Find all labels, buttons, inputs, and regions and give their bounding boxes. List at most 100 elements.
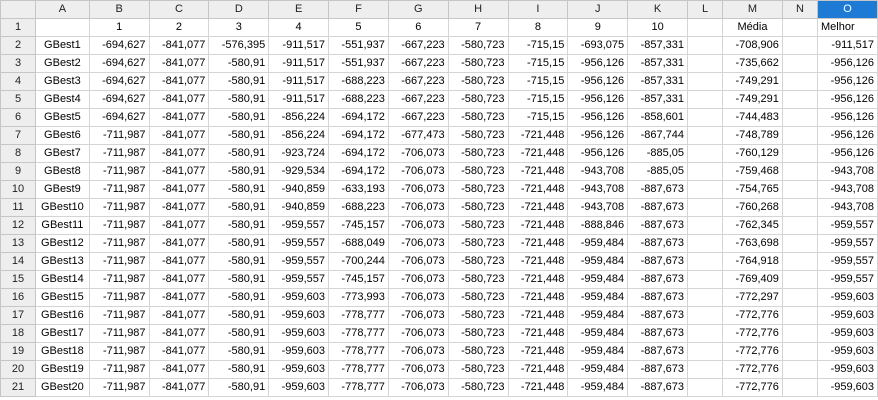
cell[interactable] <box>686 288 724 307</box>
value-cell[interactable]: -841,077 <box>148 108 210 127</box>
melhor-cell[interactable]: -959,557 <box>816 270 878 289</box>
value-cell[interactable]: -711,987 <box>88 252 150 271</box>
value-cell[interactable]: -694,172 <box>328 144 389 163</box>
value-cell[interactable]: -688,223 <box>328 198 389 217</box>
media-cell[interactable]: -769,409 <box>722 270 783 289</box>
value-cell[interactable]: -580,91 <box>208 54 270 73</box>
cell[interactable] <box>686 72 724 91</box>
value-cell[interactable]: -715,15 <box>507 36 569 55</box>
melhor-cell[interactable]: -956,126 <box>816 108 878 127</box>
cell[interactable] <box>781 216 818 235</box>
cell[interactable] <box>686 342 724 361</box>
value-cell[interactable]: -721,448 <box>507 378 569 397</box>
value-cell[interactable]: -711,987 <box>88 162 150 181</box>
gbest-label-cell[interactable]: GBest17 <box>35 324 90 343</box>
value-cell[interactable]: -856,224 <box>268 108 330 127</box>
value-cell[interactable]: -841,077 <box>148 144 210 163</box>
cell[interactable] <box>781 126 818 145</box>
melhor-cell[interactable]: -911,517 <box>816 36 878 55</box>
cell[interactable] <box>781 324 818 343</box>
value-cell[interactable]: -959,484 <box>567 270 629 289</box>
value-cell[interactable]: -959,484 <box>567 288 629 307</box>
value-cell[interactable]: -841,077 <box>148 36 210 55</box>
value-cell[interactable]: -721,448 <box>507 216 569 235</box>
value-cell[interactable]: -706,073 <box>387 324 449 343</box>
value-cell[interactable]: -580,723 <box>447 360 509 379</box>
value-cell[interactable]: -694,627 <box>88 72 150 91</box>
cell[interactable] <box>686 54 724 73</box>
column-header-k[interactable]: K <box>627 0 688 19</box>
value-cell[interactable]: -841,077 <box>148 234 210 253</box>
value-cell[interactable]: -715,15 <box>507 108 569 127</box>
column-header-e[interactable]: E <box>268 0 330 19</box>
value-cell[interactable]: -580,91 <box>208 288 270 307</box>
gbest-label-cell[interactable]: GBest5 <box>35 108 90 127</box>
column-header-b[interactable]: B <box>88 0 150 19</box>
media-cell[interactable]: -772,776 <box>722 342 783 361</box>
column-header-j[interactable]: J <box>567 0 629 19</box>
value-cell[interactable]: -959,484 <box>567 252 629 271</box>
value-cell[interactable]: -773,993 <box>328 288 389 307</box>
select-all-corner[interactable] <box>0 0 37 19</box>
value-cell[interactable]: -715,15 <box>507 54 569 73</box>
row-header[interactable]: 11 <box>0 198 37 217</box>
media-cell[interactable]: -772,776 <box>722 360 783 379</box>
value-cell[interactable]: -580,723 <box>447 378 509 397</box>
cell[interactable] <box>686 126 724 145</box>
value-cell[interactable]: -778,777 <box>328 342 389 361</box>
value-cell[interactable]: -923,724 <box>268 144 330 163</box>
value-cell[interactable]: -706,073 <box>387 180 449 199</box>
value-cell[interactable]: -943,708 <box>567 162 629 181</box>
value-cell[interactable]: -580,91 <box>208 360 270 379</box>
value-cell[interactable]: -721,448 <box>507 324 569 343</box>
value-cell[interactable]: -911,517 <box>268 36 330 55</box>
value-cell[interactable]: -841,077 <box>148 288 210 307</box>
value-cell[interactable]: -706,073 <box>387 306 449 325</box>
cell[interactable] <box>781 180 818 199</box>
value-cell[interactable]: -887,673 <box>627 342 688 361</box>
gbest-label-cell[interactable]: GBest1 <box>35 36 90 55</box>
value-cell[interactable]: -721,448 <box>507 288 569 307</box>
cell[interactable] <box>781 378 818 397</box>
value-cell[interactable]: -580,91 <box>208 180 270 199</box>
gbest-label-cell[interactable]: GBest3 <box>35 72 90 91</box>
value-cell[interactable]: -711,987 <box>88 144 150 163</box>
value-cell[interactable]: -887,673 <box>627 270 688 289</box>
value-cell[interactable]: -841,077 <box>148 270 210 289</box>
row-header[interactable]: 21 <box>0 378 37 397</box>
value-cell[interactable]: -706,073 <box>387 252 449 271</box>
value-cell[interactable]: -887,673 <box>627 378 688 397</box>
gbest-label-cell[interactable]: GBest18 <box>35 342 90 361</box>
melhor-cell[interactable]: -959,603 <box>816 360 878 379</box>
cell[interactable] <box>35 18 90 37</box>
value-cell[interactable]: -841,077 <box>148 54 210 73</box>
value-cell[interactable]: -887,673 <box>627 288 688 307</box>
value-cell[interactable]: -959,603 <box>268 288 330 307</box>
column-header-i[interactable]: I <box>507 0 569 19</box>
row-header[interactable]: 12 <box>0 216 37 235</box>
value-cell[interactable]: -959,484 <box>567 360 629 379</box>
melhor-cell[interactable]: -943,708 <box>816 162 878 181</box>
media-cell[interactable]: -759,468 <box>722 162 783 181</box>
value-cell[interactable]: -711,987 <box>88 270 150 289</box>
value-cell[interactable]: -580,91 <box>208 234 270 253</box>
value-cell[interactable]: -940,859 <box>268 180 330 199</box>
gbest-label-cell[interactable]: GBest11 <box>35 216 90 235</box>
value-cell[interactable]: -959,603 <box>268 360 330 379</box>
value-cell[interactable]: -857,331 <box>627 54 688 73</box>
row-header[interactable]: 4 <box>0 72 37 91</box>
cell[interactable] <box>686 198 724 217</box>
value-cell[interactable]: -940,859 <box>268 198 330 217</box>
value-cell[interactable]: -778,777 <box>328 360 389 379</box>
value-cell[interactable]: -667,223 <box>387 108 449 127</box>
value-cell[interactable]: -959,484 <box>567 378 629 397</box>
melhor-cell[interactable]: -943,708 <box>816 198 878 217</box>
value-cell[interactable]: -633,193 <box>328 180 389 199</box>
melhor-cell[interactable]: -959,603 <box>816 288 878 307</box>
iteration-header-cell[interactable]: 1 <box>88 18 150 37</box>
value-cell[interactable]: -721,448 <box>507 144 569 163</box>
column-header-g[interactable]: G <box>387 0 449 19</box>
column-header-o[interactable]: O <box>816 0 878 19</box>
value-cell[interactable]: -580,723 <box>447 198 509 217</box>
gbest-label-cell[interactable]: GBest12 <box>35 234 90 253</box>
